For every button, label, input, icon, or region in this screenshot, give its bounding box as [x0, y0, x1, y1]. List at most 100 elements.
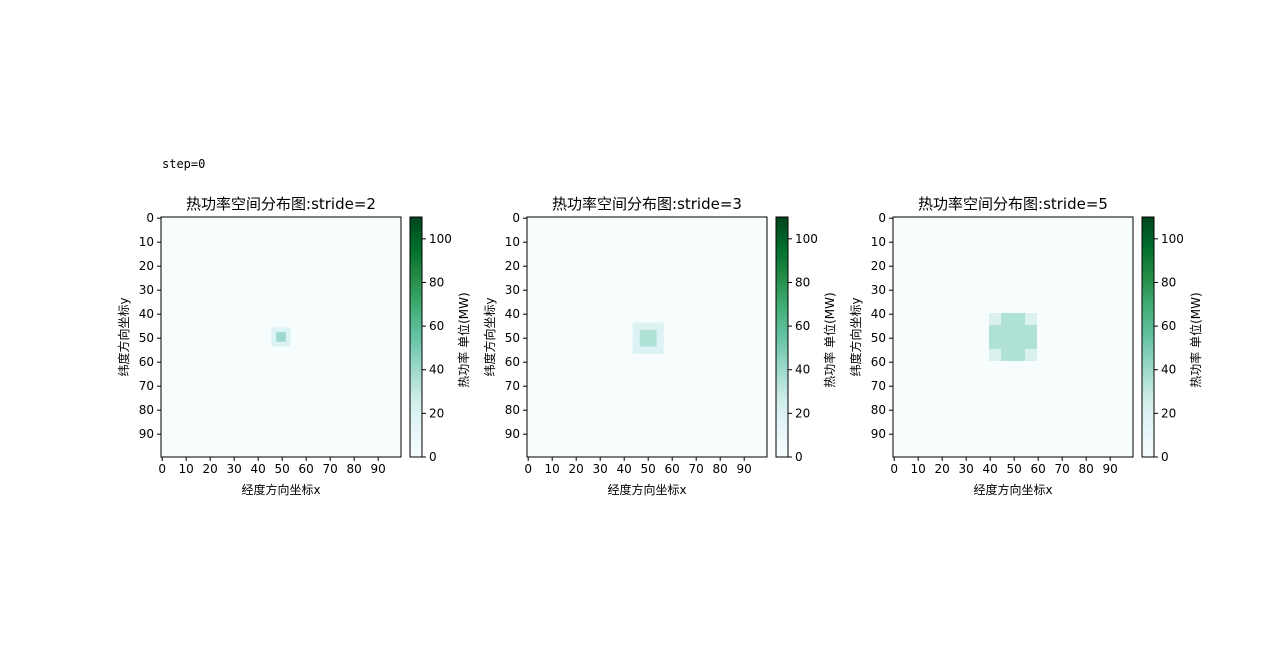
y-tick-label: 20: [139, 259, 154, 273]
x-tick-label: 70: [689, 462, 704, 476]
colorbar-label: 热功率 单位(MW): [456, 292, 471, 387]
x-tick-label: 90: [737, 462, 752, 476]
colorbar: [1141, 216, 1155, 458]
x-axis-label: 经度方向坐标x: [973, 482, 1052, 497]
y-tick-label: 10: [139, 235, 154, 249]
colorbar-tick-label: 0: [795, 450, 803, 464]
y-tick-label: 50: [871, 331, 886, 345]
x-tick-label: 90: [1103, 462, 1118, 476]
colorbar-tick-label: 60: [429, 319, 444, 333]
x-axis-label: 经度方向坐标x: [607, 482, 686, 497]
chart-title: 热功率空间分布图:stride=3: [552, 195, 742, 213]
colorbar-tick-label: 20: [1161, 406, 1176, 420]
x-tick-label: 10: [179, 462, 194, 476]
x-tick-label: 40: [251, 462, 266, 476]
y-tick-label: 30: [871, 283, 886, 297]
x-tick-label: 0: [158, 462, 166, 476]
y-axis-label: 纬度方向坐标y: [482, 297, 497, 376]
x-tick-label: 50: [641, 462, 656, 476]
colorbar: [775, 216, 789, 458]
x-tick-label: 10: [545, 462, 560, 476]
figure-suptitle: step=0: [162, 157, 206, 171]
x-tick-label: 30: [227, 462, 242, 476]
y-tick-label: 90: [871, 427, 886, 441]
chart-panel-1: 热功率空间分布图:stride=2 0 10 20 30 40 50 60 70 80 90 0 10 2…: [116, 195, 471, 497]
colorbar-label: 热功率 单位(MW): [1188, 292, 1203, 387]
colorbar-tick-label: 40: [1161, 363, 1176, 377]
x-tick-label: 50: [275, 462, 290, 476]
heatmap-patch: [639, 329, 657, 347]
chart-panel-3: 热功率空间分布图:stride=5 0 10 20 30 40 50 60 70 80 90 0 10 2…: [848, 195, 1203, 497]
axes-frame: [526, 216, 768, 458]
y-tick-label: 80: [139, 403, 154, 417]
x-tick-label: 0: [890, 462, 898, 476]
y-tick-label: 90: [505, 427, 520, 441]
colorbar-tick-label: 0: [429, 450, 437, 464]
axes-frame: [160, 216, 402, 458]
heatmap-patch: [1001, 325, 1025, 349]
colorbar-tick-label: 80: [795, 275, 810, 289]
y-tick-label: 30: [139, 283, 154, 297]
y-tick-label: 90: [139, 427, 154, 441]
colorbar-tick-label: 80: [429, 275, 444, 289]
y-tick-label: 20: [505, 259, 520, 273]
heatmap-patch: [276, 332, 286, 342]
colorbar-tick-label: 80: [1161, 275, 1176, 289]
colorbar-tick-label: 100: [795, 232, 818, 246]
y-tick-label: 80: [505, 403, 520, 417]
colorbar-label: 热功率 单位(MW): [822, 292, 837, 387]
y-tick-label: 40: [505, 307, 520, 321]
colorbar-tick-label: 20: [795, 406, 810, 420]
colorbar: [409, 216, 423, 458]
x-tick-label: 80: [713, 462, 728, 476]
colorbar-tick-label: 40: [429, 363, 444, 377]
y-tick-label: 80: [871, 403, 886, 417]
y-tick-label: 70: [505, 379, 520, 393]
y-tick-label: 10: [505, 235, 520, 249]
y-tick-label: 0: [146, 211, 154, 225]
x-tick-label: 70: [323, 462, 338, 476]
y-tick-label: 0: [512, 211, 520, 225]
x-tick-label: 30: [959, 462, 974, 476]
x-tick-label: 40: [617, 462, 632, 476]
x-tick-label: 90: [371, 462, 386, 476]
y-tick-label: 10: [871, 235, 886, 249]
y-axis-label: 纬度方向坐标y: [848, 297, 863, 376]
x-tick-label: 60: [665, 462, 680, 476]
x-tick-label: 60: [299, 462, 314, 476]
x-tick-label: 10: [911, 462, 926, 476]
chart-title: 热功率空间分布图:stride=5: [918, 195, 1108, 213]
y-tick-label: 30: [505, 283, 520, 297]
x-tick-label: 50: [1007, 462, 1022, 476]
y-tick-label: 70: [871, 379, 886, 393]
x-tick-label: 60: [1031, 462, 1046, 476]
y-tick-label: 40: [871, 307, 886, 321]
y-tick-label: 70: [139, 379, 154, 393]
x-tick-label: 30: [593, 462, 608, 476]
axes-frame: [892, 216, 1134, 458]
x-tick-label: 20: [935, 462, 950, 476]
x-tick-label: 20: [569, 462, 584, 476]
y-tick-label: 60: [505, 355, 520, 369]
x-tick-label: 80: [347, 462, 362, 476]
y-tick-label: 40: [139, 307, 154, 321]
colorbar-tick-label: 100: [429, 232, 452, 246]
x-tick-label: 0: [524, 462, 532, 476]
x-tick-label: 70: [1055, 462, 1070, 476]
colorbar-tick-label: 20: [429, 406, 444, 420]
chart-title: 热功率空间分布图:stride=2: [186, 195, 376, 213]
y-tick-label: 0: [878, 211, 886, 225]
y-tick-label: 60: [871, 355, 886, 369]
y-tick-label: 60: [139, 355, 154, 369]
y-tick-label: 20: [871, 259, 886, 273]
colorbar-tick-label: 60: [795, 319, 810, 333]
chart-panel-2: 热功率空间分布图:stride=3 0 10 20 30 40 50 60 70 80 90 0 10 2…: [482, 195, 837, 497]
y-tick-label: 50: [139, 331, 154, 345]
x-tick-label: 80: [1079, 462, 1094, 476]
colorbar-tick-label: 100: [1161, 232, 1184, 246]
colorbar-tick-label: 60: [1161, 319, 1176, 333]
y-axis-label: 纬度方向坐标y: [116, 297, 131, 376]
y-tick-label: 50: [505, 331, 520, 345]
x-axis-label: 经度方向坐标x: [241, 482, 320, 497]
